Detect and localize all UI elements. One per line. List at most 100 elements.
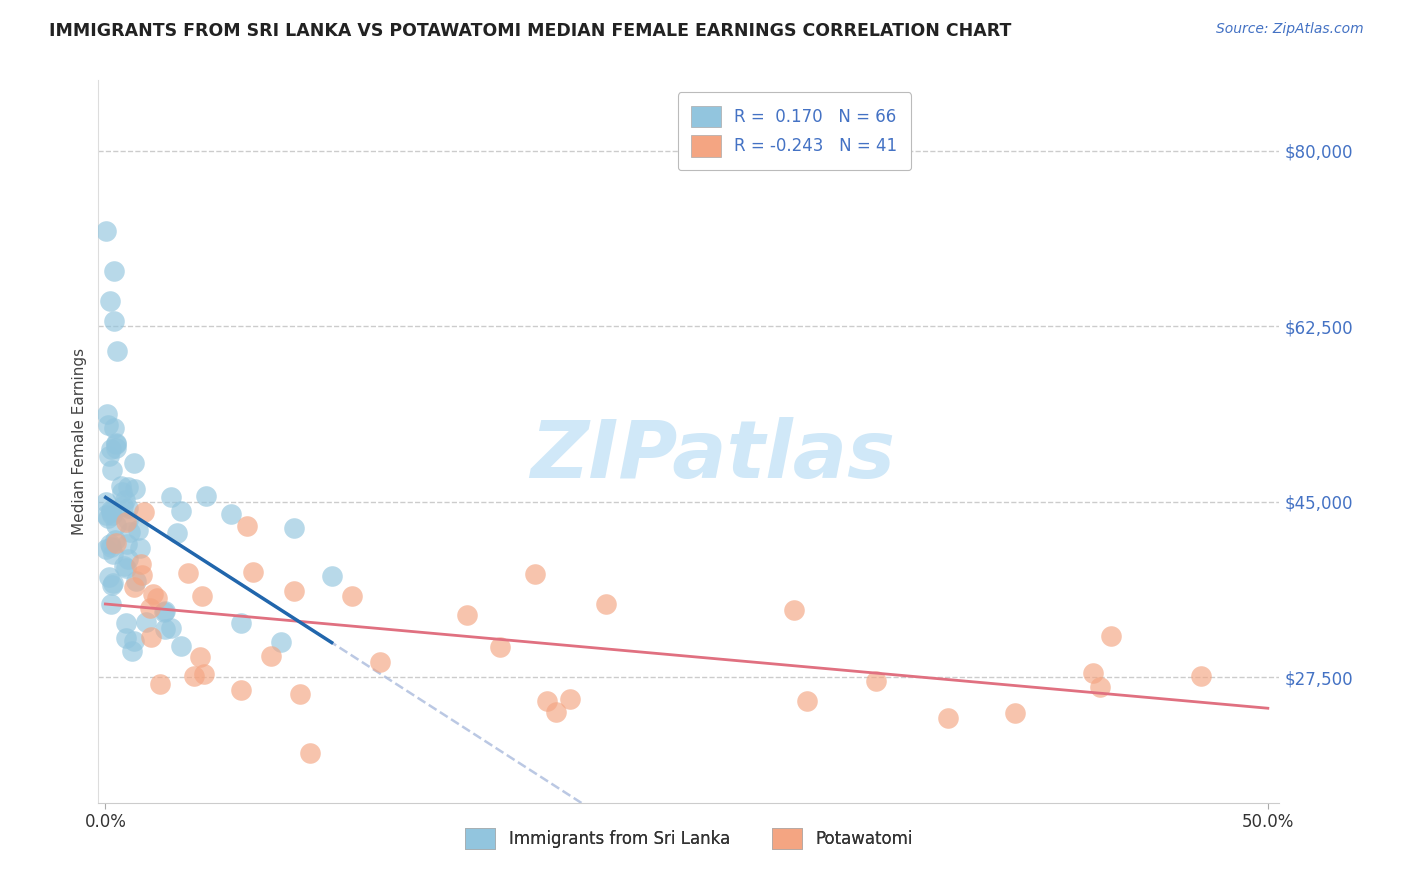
- Point: [117, 552, 139, 566]
- Point: [456, 608, 478, 623]
- Point: [127, 524, 149, 538]
- Point: [283, 521, 305, 535]
- Point: [111, 485, 134, 500]
- Text: Source: ZipAtlas.com: Source: ZipAtlas.com: [1216, 22, 1364, 37]
- Point: [166, 526, 188, 541]
- Point: [190, 650, 212, 665]
- Point: [370, 655, 392, 669]
- Point: [104, 533, 127, 547]
- Point: [115, 536, 138, 550]
- Point: [120, 524, 142, 539]
- Point: [560, 692, 582, 706]
- Point: [114, 492, 136, 507]
- Point: [139, 601, 162, 615]
- Point: [103, 264, 125, 278]
- Point: [183, 669, 205, 683]
- Point: [100, 540, 122, 554]
- Point: [219, 507, 242, 521]
- Point: [98, 537, 121, 551]
- Point: [103, 420, 125, 434]
- Point: [153, 604, 176, 618]
- Point: [260, 648, 283, 663]
- Point: [235, 519, 257, 533]
- Point: [290, 687, 312, 701]
- Point: [321, 569, 343, 583]
- Point: [1189, 669, 1212, 683]
- Point: [112, 499, 135, 513]
- Point: [100, 463, 122, 477]
- Point: [1081, 665, 1104, 680]
- Point: [159, 621, 181, 635]
- Point: [139, 630, 162, 644]
- Point: [117, 513, 139, 527]
- Point: [100, 442, 122, 456]
- Point: [122, 456, 145, 470]
- Point: [103, 576, 125, 591]
- Point: [131, 567, 153, 582]
- Point: [114, 615, 136, 630]
- Point: [159, 491, 181, 505]
- Point: [122, 581, 145, 595]
- Legend: Immigrants from Sri Lanka, Potawatomi: Immigrants from Sri Lanka, Potawatomi: [458, 822, 920, 856]
- Point: [96, 541, 118, 556]
- Point: [270, 635, 292, 649]
- Point: [100, 505, 122, 519]
- Point: [488, 640, 510, 655]
- Point: [100, 293, 122, 308]
- Point: [100, 502, 122, 516]
- Point: [782, 603, 804, 617]
- Point: [936, 710, 959, 724]
- Point: [340, 589, 363, 603]
- Point: [117, 501, 139, 516]
- Point: [298, 746, 321, 760]
- Point: [110, 479, 132, 493]
- Point: [105, 536, 128, 550]
- Point: [142, 587, 165, 601]
- Point: [104, 436, 127, 450]
- Point: [865, 674, 887, 689]
- Point: [121, 644, 143, 658]
- Text: IMMIGRANTS FROM SRI LANKA VS POTAWATOMI MEDIAN FEMALE EARNINGS CORRELATION CHART: IMMIGRANTS FROM SRI LANKA VS POTAWATOMI …: [49, 22, 1011, 40]
- Point: [595, 597, 617, 611]
- Point: [100, 577, 122, 591]
- Point: [105, 441, 128, 455]
- Point: [1004, 706, 1026, 721]
- Point: [546, 705, 568, 719]
- Point: [176, 566, 198, 580]
- Point: [96, 224, 118, 238]
- Point: [170, 639, 193, 653]
- Point: [193, 666, 215, 681]
- Point: [153, 622, 176, 636]
- Point: [524, 567, 547, 582]
- Point: [114, 561, 136, 575]
- Point: [115, 515, 138, 529]
- Point: [114, 632, 136, 646]
- Point: [100, 597, 122, 611]
- Point: [97, 570, 120, 584]
- Point: [125, 574, 148, 588]
- Point: [170, 504, 193, 518]
- Point: [101, 547, 124, 561]
- Point: [191, 590, 214, 604]
- Point: [103, 314, 125, 328]
- Point: [97, 418, 120, 433]
- Point: [131, 557, 153, 571]
- Point: [105, 437, 128, 451]
- Point: [536, 694, 558, 708]
- Point: [97, 449, 120, 463]
- Point: [149, 676, 172, 690]
- Point: [122, 634, 145, 648]
- Point: [117, 480, 139, 494]
- Point: [104, 517, 127, 532]
- Point: [231, 615, 253, 630]
- Point: [1099, 629, 1122, 643]
- Point: [146, 591, 169, 605]
- Point: [194, 489, 217, 503]
- Point: [94, 495, 117, 509]
- Point: [231, 682, 253, 697]
- Point: [105, 344, 128, 359]
- Point: [242, 565, 264, 579]
- Y-axis label: Median Female Earnings: Median Female Earnings: [72, 348, 87, 535]
- Point: [153, 605, 176, 619]
- Point: [96, 407, 118, 421]
